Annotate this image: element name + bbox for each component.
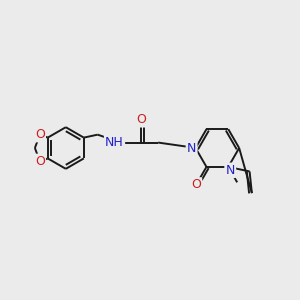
Text: O: O bbox=[191, 178, 201, 191]
Text: N: N bbox=[226, 164, 235, 177]
Text: N: N bbox=[187, 142, 196, 154]
Text: O: O bbox=[35, 128, 45, 141]
Text: O: O bbox=[35, 155, 45, 168]
Text: O: O bbox=[136, 113, 146, 126]
Text: NH: NH bbox=[105, 136, 124, 149]
